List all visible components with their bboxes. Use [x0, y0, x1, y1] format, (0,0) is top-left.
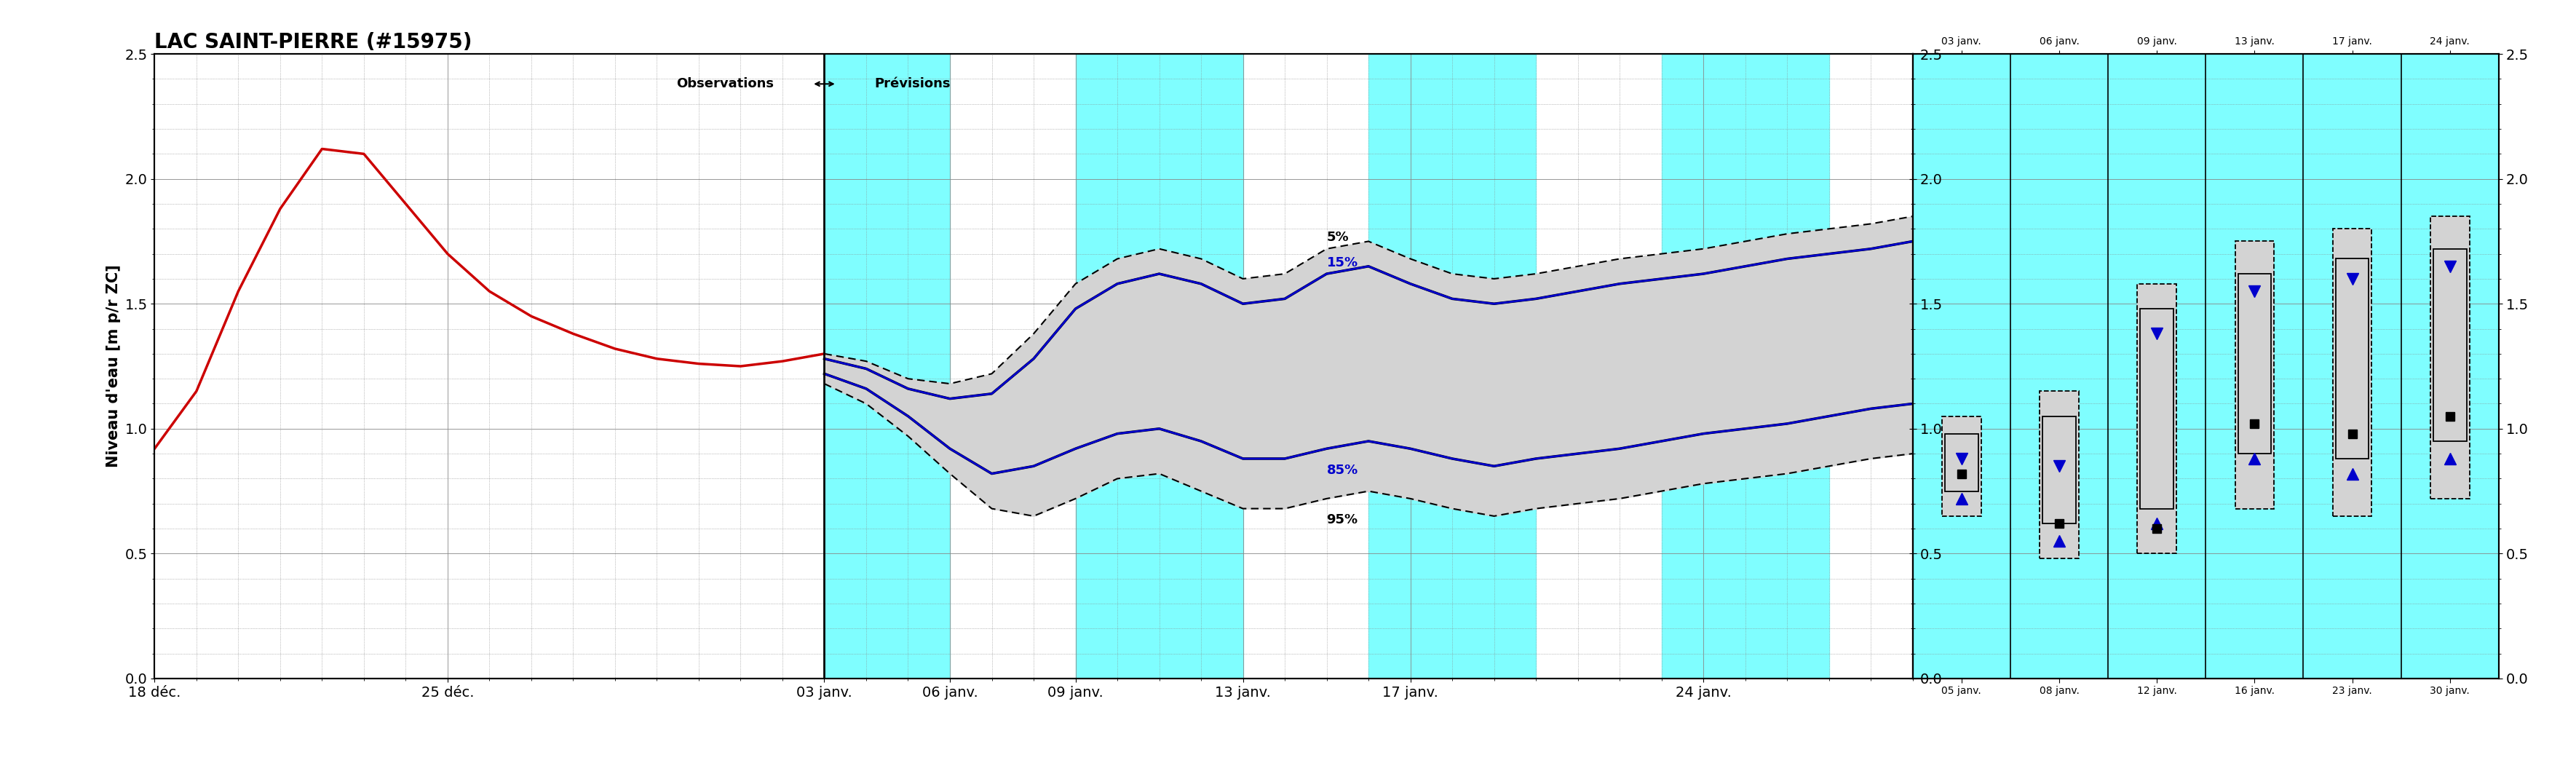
Text: 15%: 15%: [1327, 256, 1358, 269]
Text: 95%: 95%: [1327, 513, 1358, 527]
Bar: [2205, 54, 2303, 678]
Bar: [2107, 54, 2205, 678]
Bar: [2009, 54, 2107, 678]
Bar: [2303, 54, 2401, 678]
Bar: [1662, 54, 1829, 678]
Text: 85%: 85%: [1327, 463, 1358, 476]
Bar: [1945, 433, 1978, 491]
Bar: [2236, 241, 2275, 509]
Text: 5%: 5%: [1327, 231, 1350, 244]
Text: Prévisions: Prévisions: [873, 77, 951, 90]
Bar: [2401, 54, 2499, 678]
Bar: [2336, 259, 2370, 459]
Bar: [2040, 391, 2079, 558]
Bar: [2334, 229, 2372, 516]
Bar: [1911, 54, 2009, 678]
Bar: [2434, 249, 2465, 441]
Text: Observations: Observations: [677, 77, 773, 90]
Bar: [1942, 416, 1981, 516]
Text: LAC SAINT-PIERRE (#15975): LAC SAINT-PIERRE (#15975): [155, 32, 471, 52]
Bar: [2043, 416, 2076, 524]
Bar: [2141, 308, 2174, 509]
Bar: [2429, 217, 2470, 499]
Y-axis label: Niveau d'eau [m p/r ZC]: Niveau d'eau [m p/r ZC]: [106, 264, 121, 468]
Bar: [2239, 274, 2272, 453]
Bar: [2138, 284, 2177, 554]
Bar: [1368, 54, 1535, 678]
Bar: [824, 54, 951, 678]
Bar: [1074, 54, 1242, 678]
